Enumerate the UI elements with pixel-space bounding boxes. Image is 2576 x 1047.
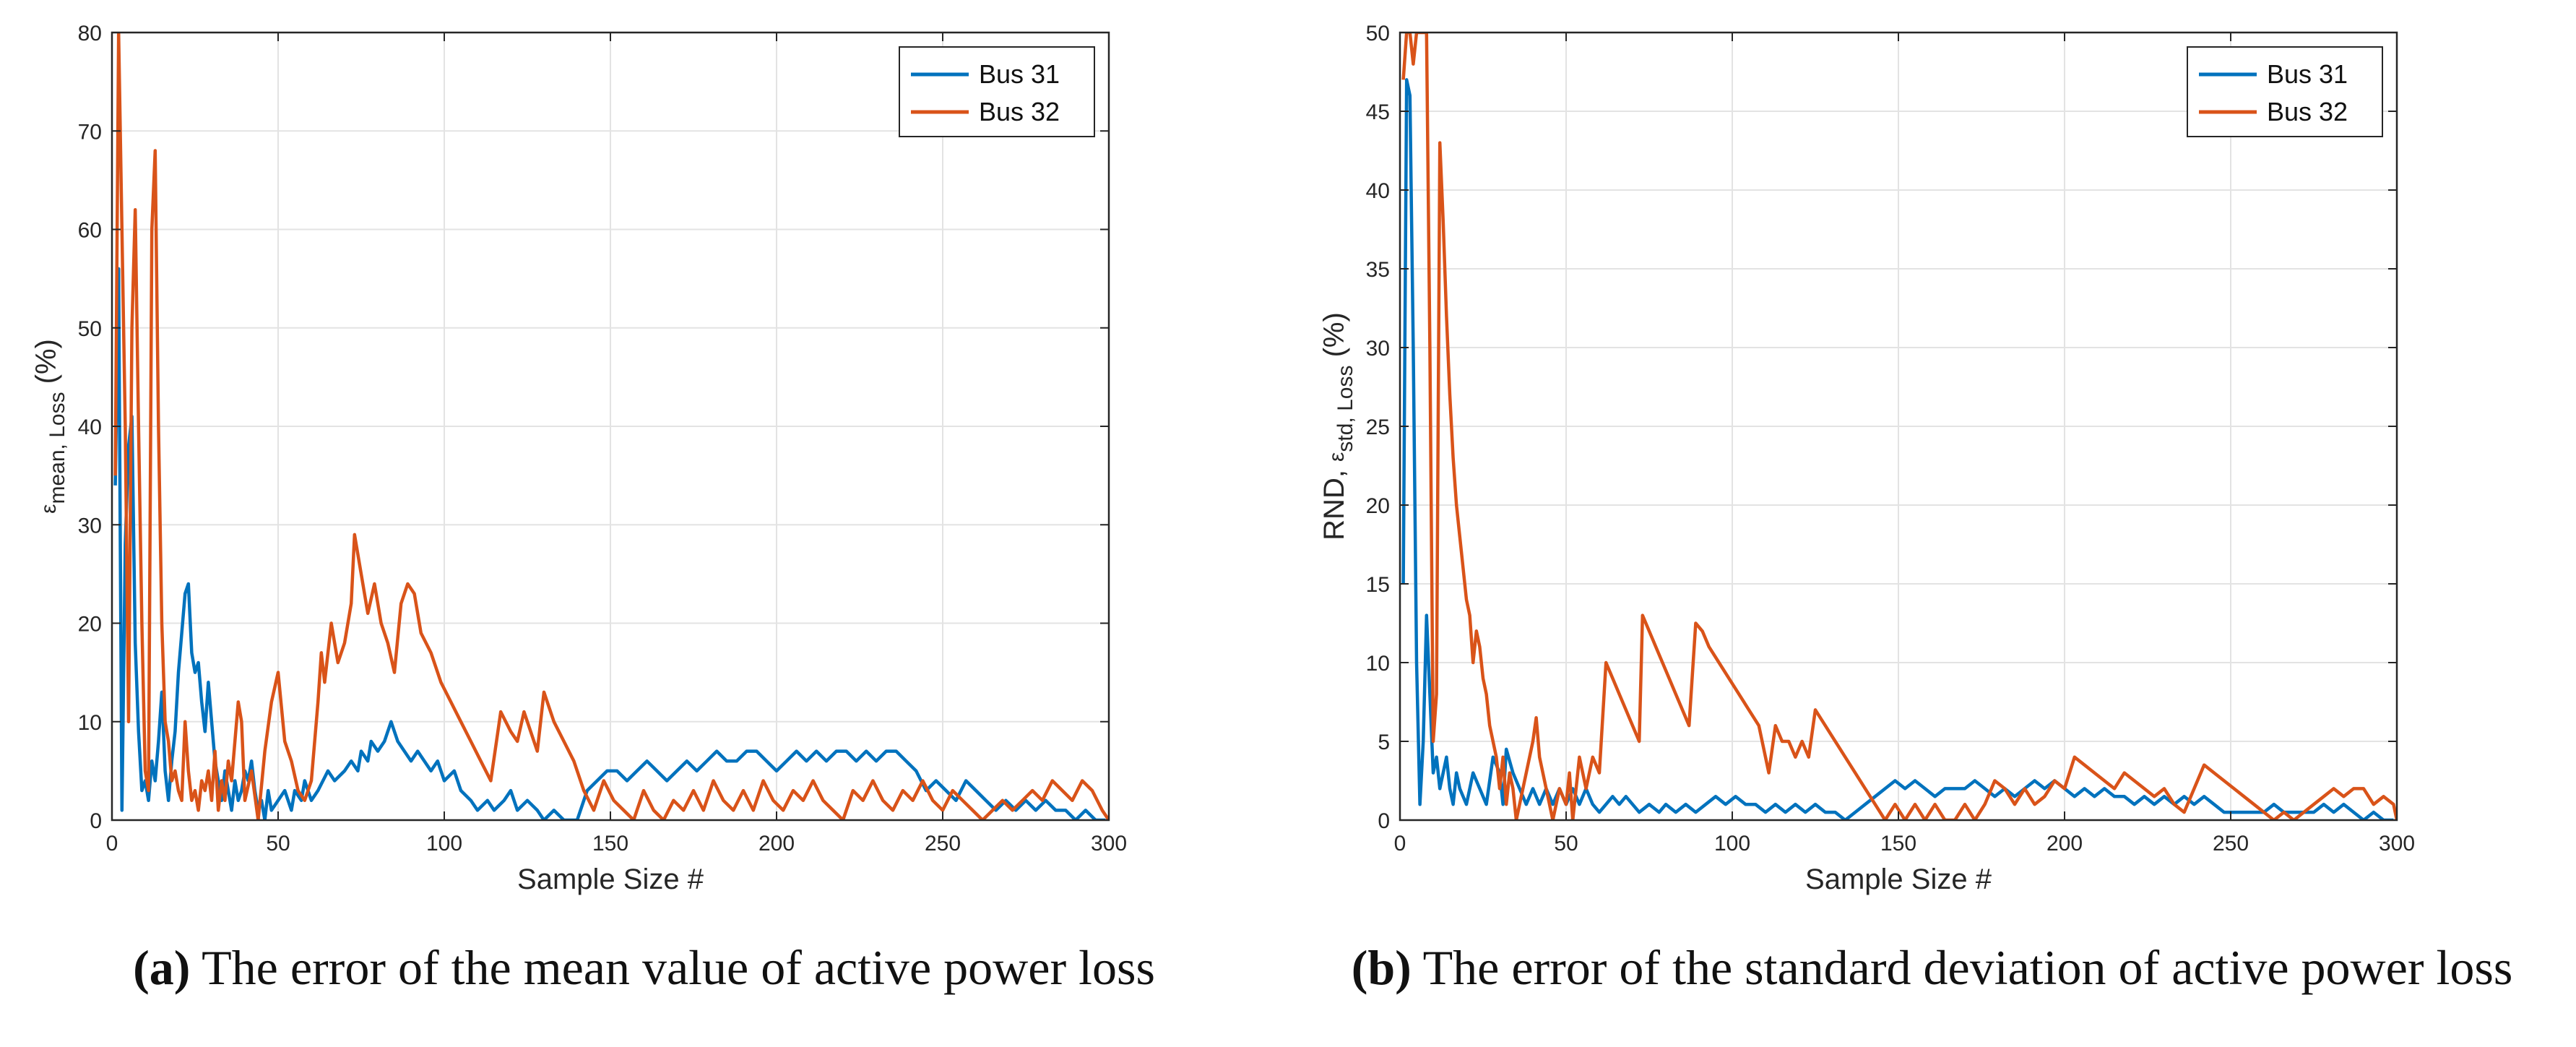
x-tick-label: 150 — [1880, 832, 1916, 856]
x-tick-label: 250 — [925, 832, 961, 856]
legend: Bus 31 Bus 32 — [2187, 46, 2383, 137]
y-tick-label: 40 — [1366, 179, 1390, 203]
x-tick-label: 300 — [2379, 832, 2415, 856]
tick-marks — [1399, 32, 2398, 821]
x-axis-label: Sample Size # — [517, 863, 704, 895]
series-line-bus-31 — [1401, 78, 2394, 820]
caption-b: (b) The error of the standard deviation … — [1288, 939, 2576, 996]
epsilon-symbol: ε — [1325, 452, 1349, 462]
y-axis-label-subscript: mean, Loss — [46, 392, 69, 504]
panel-b: 0 50 100 150 200 250 300 0 5 10 15 20 25 30 35 40 45 50 Sa… — [1288, 0, 2576, 1047]
y-tick-label: 20 — [1366, 494, 1390, 518]
y-tick-label: 0 — [1378, 809, 1390, 833]
y-tick-label: 5 — [1378, 731, 1390, 754]
y-tick-label: 50 — [78, 317, 102, 341]
legend-label: Bus 31 — [979, 59, 1060, 89]
legend-label: Bus 31 — [2267, 59, 2348, 89]
legend-box — [2187, 46, 2383, 137]
y-axis-label-prefix: RND, — [1318, 462, 1350, 540]
y-tick-label: 10 — [1366, 652, 1390, 676]
legend: Bus 31 Bus 32 — [899, 46, 1095, 137]
y-tick-label: 60 — [78, 219, 102, 243]
x-tick-label: 250 — [2213, 832, 2249, 856]
legend-label: Bus 32 — [2267, 97, 2348, 126]
y-tick-label: 25 — [1366, 415, 1390, 439]
y-tick-label: 40 — [78, 415, 102, 439]
y-tick-label: 15 — [1366, 573, 1390, 597]
x-tick-label: 300 — [1091, 832, 1127, 856]
y-tick-label: 35 — [1366, 258, 1390, 282]
y-tick-label: 10 — [78, 711, 102, 735]
y-tick-label: 80 — [78, 22, 102, 46]
y-tick-label: 45 — [1366, 100, 1390, 124]
x-tick-label: 50 — [1554, 832, 1578, 856]
y-tick-label: 30 — [1366, 337, 1390, 361]
x-tick-label: 100 — [426, 832, 462, 856]
chart-b: 0 50 100 150 200 250 300 0 5 10 15 20 25 30 35 40 45 50 Sa… — [1318, 22, 2415, 895]
caption-a-tag: (a) — [133, 940, 191, 995]
series-line-bus-31 — [113, 267, 1106, 820]
y-tick-label: 70 — [78, 120, 102, 144]
y-axis-label: RND, εstd, Loss (%) — [1318, 312, 1357, 540]
series-line-bus-32 — [1401, 33, 2397, 820]
legend-label: Bus 32 — [979, 97, 1060, 126]
caption-b-text: The error of the standard deviation of a… — [1422, 940, 2513, 995]
series-line-bus-32 — [113, 33, 1109, 820]
y-axis-label-suffix: (%) — [30, 339, 62, 392]
y-axis-label: εmean, Loss (%) — [30, 339, 69, 514]
y-axis-label-subscript: std, Loss — [1334, 366, 1357, 452]
x-tick-label: 150 — [592, 832, 628, 856]
x-tick-label: 50 — [266, 832, 290, 856]
x-axis-label: Sample Size # — [1805, 863, 1992, 895]
y-tick-label: 0 — [90, 809, 102, 833]
x-tick-label: 100 — [1714, 832, 1750, 856]
y-tick-label: 20 — [78, 613, 102, 637]
legend-box — [899, 46, 1095, 137]
y-tick-label: 30 — [78, 514, 102, 538]
chart-a: 0 50 100 150 200 250 300 0 10 20 30 40 50 60 70 80 Sampl… — [30, 22, 1127, 895]
x-tick-label: 0 — [106, 832, 118, 856]
x-tick-label: 200 — [758, 832, 795, 856]
caption-a-text: The error of the mean value of active po… — [202, 940, 1155, 995]
x-tick-label: 200 — [2046, 832, 2083, 856]
caption-a: (a) The error of the mean value of activ… — [0, 939, 1288, 996]
caption-b-tag: (b) — [1351, 940, 1412, 995]
tick-marks — [111, 32, 1110, 821]
epsilon-symbol: ε — [37, 504, 61, 514]
y-axis-label-suffix: (%) — [1318, 312, 1350, 365]
x-tick-label: 0 — [1394, 832, 1406, 856]
panel-a: 0 50 100 150 200 250 300 0 10 20 30 40 50 60 70 80 Sampl… — [0, 22, 1288, 996]
y-tick-label: 50 — [1366, 22, 1390, 46]
